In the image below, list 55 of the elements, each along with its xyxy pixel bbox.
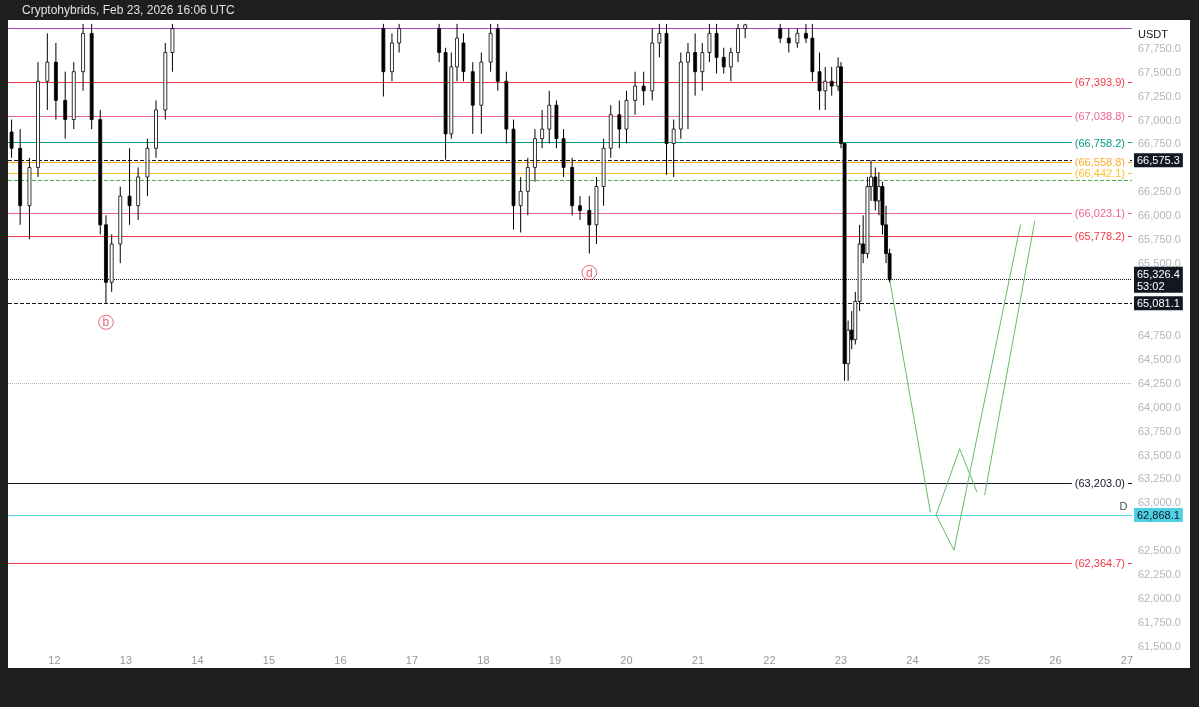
x-tick-label: 18: [477, 653, 490, 666]
y-tick-label: 64,750.0: [1138, 328, 1181, 341]
x-tick-label: 25: [977, 653, 991, 666]
ref-line-label: (65,778.2): [1074, 230, 1125, 243]
x-tick-label: 13: [119, 653, 133, 666]
y-tick-label: 62,000.0: [1138, 592, 1181, 605]
x-tick-label: 16: [334, 653, 347, 666]
x-tick-label: 21: [691, 653, 705, 666]
x-tick-label: 14: [191, 653, 204, 666]
y-tick-label: 63,750.0: [1138, 424, 1181, 437]
annotation: b: [102, 315, 110, 330]
y-tick-label: 67,500.0: [1138, 65, 1181, 78]
y-tick-label: 62,500.0: [1138, 544, 1181, 557]
ref-line-label: (62,364.7): [1074, 557, 1125, 570]
y-tick-label: 66,250.0: [1138, 185, 1181, 198]
ref-line-label: 65,081.1: [1137, 297, 1180, 310]
y-tick-label: 61,500.0: [1138, 640, 1181, 652]
y-tick-label: 64,000.0: [1138, 400, 1181, 413]
ref-line-label: (67,038.8): [1074, 109, 1125, 122]
y-tick-label: 64,500.0: [1138, 352, 1181, 365]
x-tick-label: 27: [1120, 653, 1134, 666]
y-tick-label: 64,250.0: [1138, 376, 1181, 389]
x-tick-label: 17: [405, 653, 419, 666]
ref-line-label: (66,758.2): [1074, 136, 1125, 149]
y-tick-label: 67,250.0: [1138, 89, 1181, 102]
ref-line-label: 62,868.1: [1137, 509, 1180, 522]
y-tick-label: 67,000.0: [1138, 113, 1181, 126]
y-tick-label: 66,750.0: [1138, 137, 1181, 150]
x-tick-label: 26: [1049, 653, 1062, 666]
y-tick-label: 67,750.0: [1138, 41, 1181, 54]
ref-line-label: (66,023.1): [1074, 207, 1125, 220]
y-tick-label: 63,000.0: [1138, 496, 1181, 509]
y-tick-label: 63,250.0: [1138, 472, 1181, 485]
ref-line-label: (66,442.1): [1074, 166, 1125, 179]
x-tick-label: 24: [906, 653, 919, 666]
y-tick-label: 65,750.0: [1138, 233, 1181, 246]
annotation: d: [585, 265, 593, 280]
y-tick-label: 66,000.0: [1138, 209, 1181, 222]
x-tick-label: 20: [620, 653, 633, 666]
x-tick-label: 23: [834, 653, 848, 666]
ref-line-label: (66,558.8): [1074, 155, 1125, 168]
text: USDT: [1138, 27, 1169, 40]
y-tick-label: 61,750.0: [1138, 616, 1181, 629]
x-tick-label: 19: [548, 653, 562, 666]
x-tick-label: 12: [48, 653, 61, 666]
ref-line-label: (63,203.0): [1074, 476, 1125, 489]
y-tick-label: 62,250.0: [1138, 568, 1181, 581]
chart-title: Cryptohybrids, Feb 23, 2026 16:06 UTC: [22, 3, 235, 17]
x-tick-label: 22: [763, 653, 776, 666]
x-tick-label: 15: [262, 653, 276, 666]
ref-line-label: (67,393.9): [1074, 75, 1125, 88]
ref-line-label: 65,326.4 53:02: [1137, 267, 1180, 292]
ref-line-label: 66,575.3: [1137, 154, 1180, 167]
y-tick-label: 63,500.0: [1138, 448, 1181, 461]
annotation: D: [1119, 499, 1128, 512]
